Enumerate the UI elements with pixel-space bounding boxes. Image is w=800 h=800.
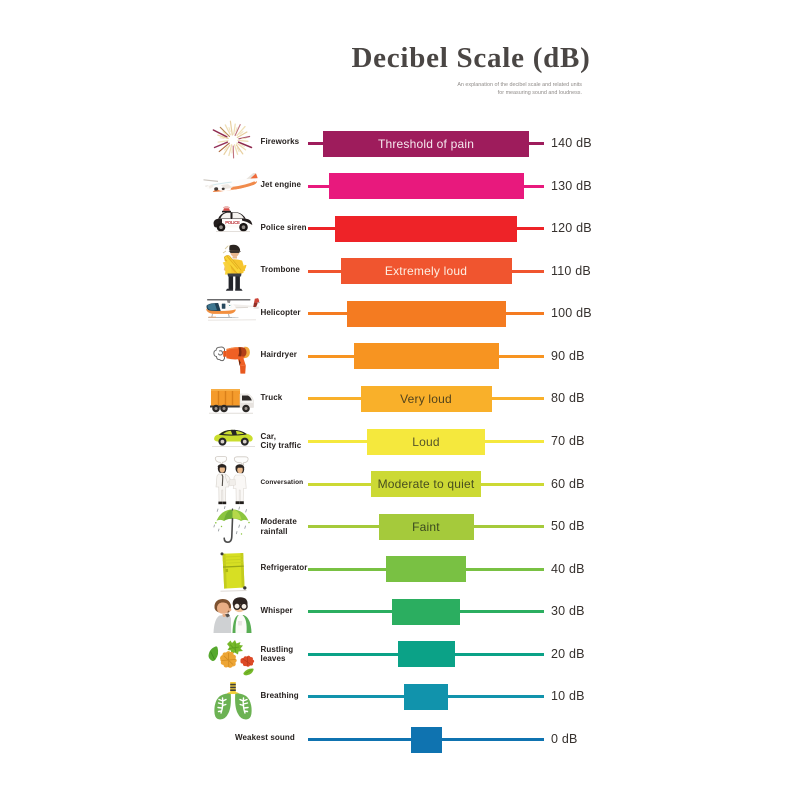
svg-text:POLICE: POLICE — [225, 220, 240, 225]
